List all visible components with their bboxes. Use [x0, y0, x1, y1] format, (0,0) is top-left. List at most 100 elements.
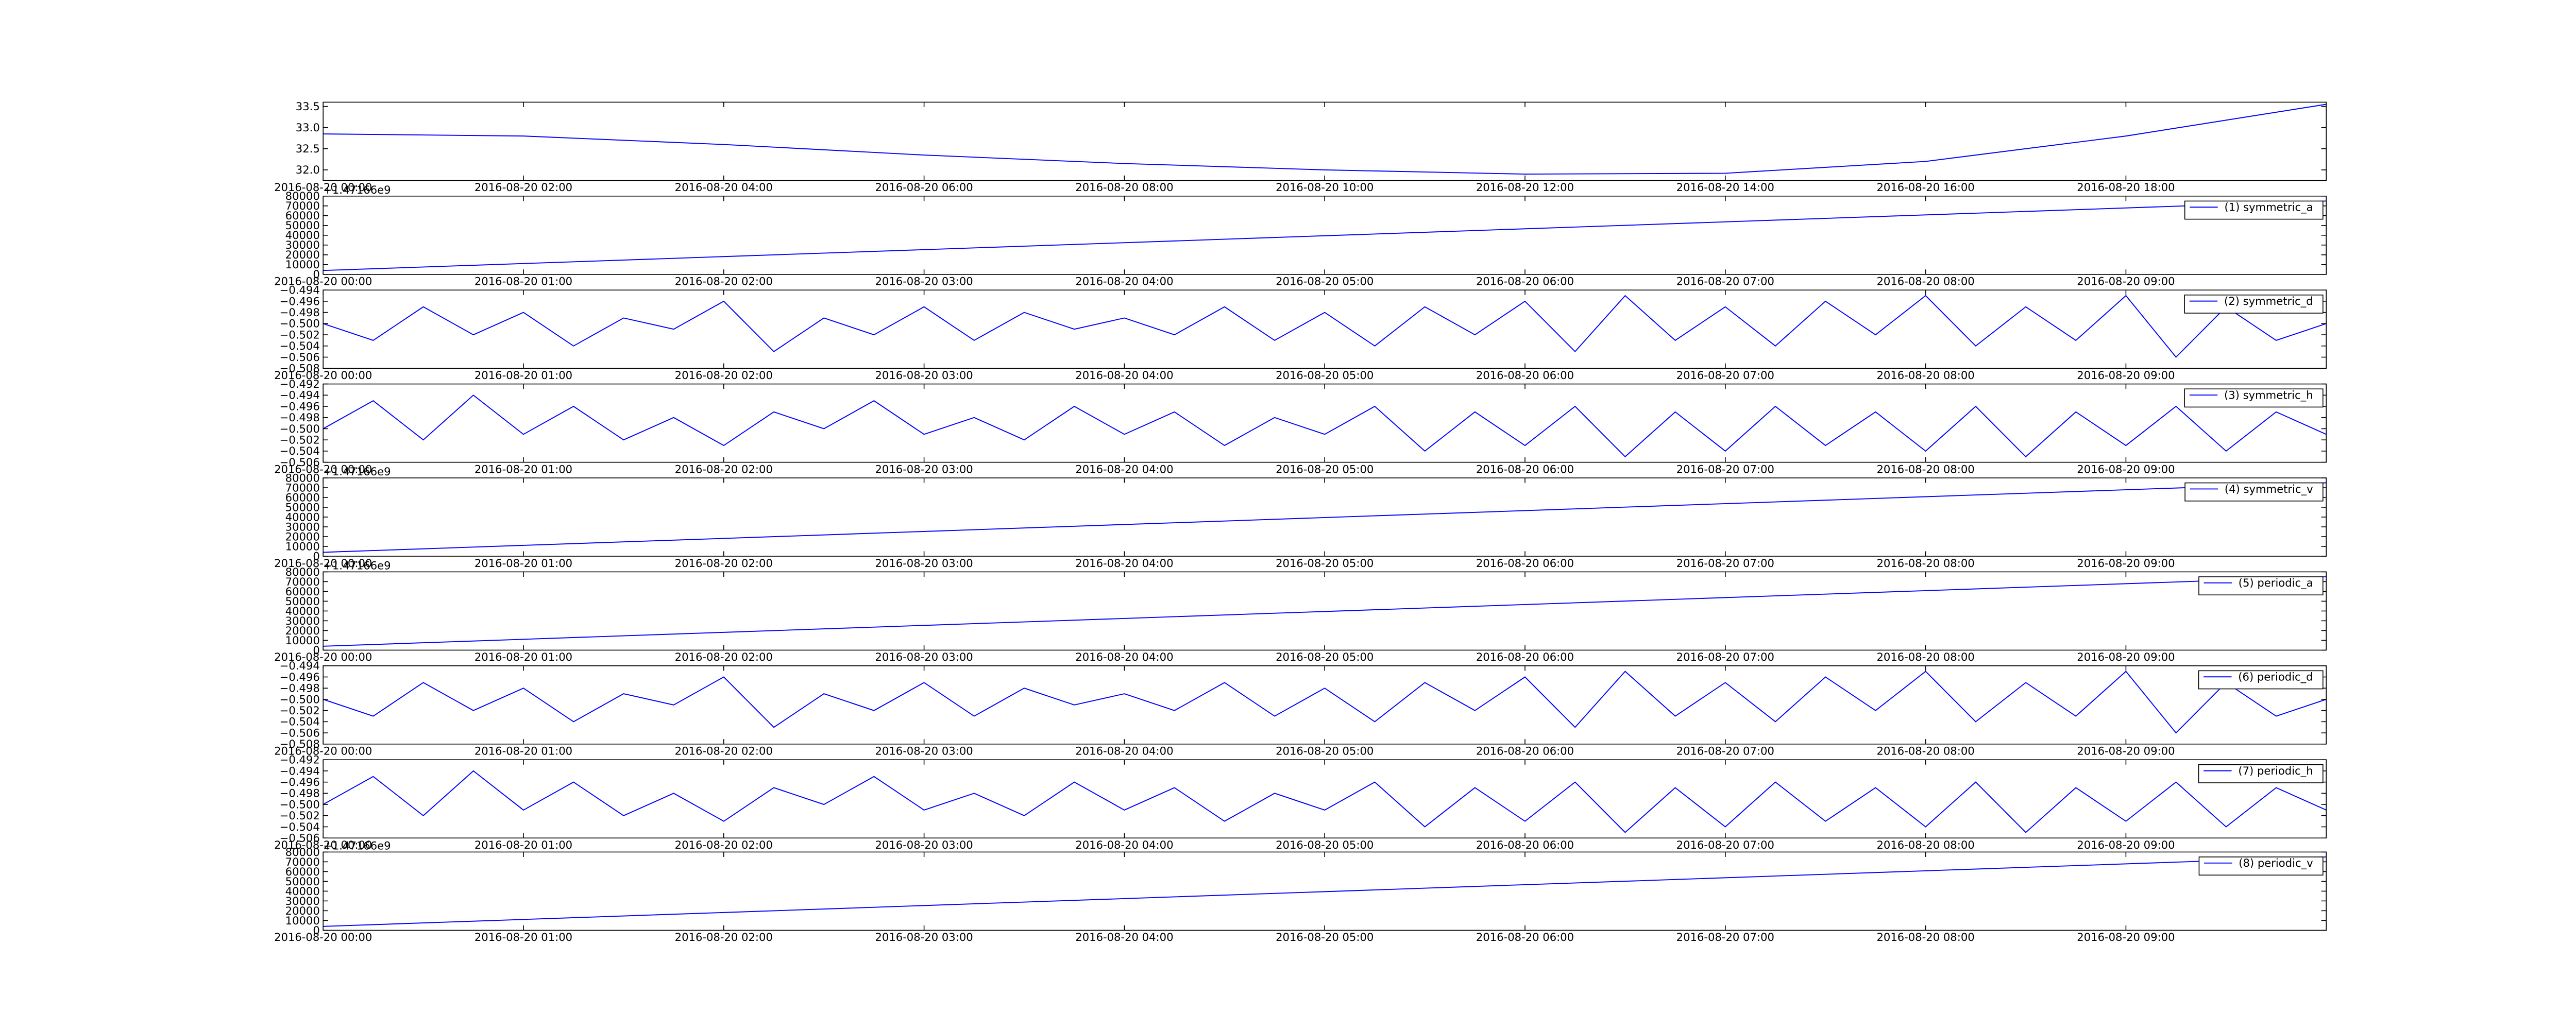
- axes-frame: [323, 101, 2327, 181]
- y-tick-label: −0.504: [280, 820, 320, 833]
- y-tick-label: −0.494: [280, 389, 320, 402]
- y-tick-label: 50000: [285, 875, 320, 888]
- legend-label: (3) symmetric_h: [2224, 388, 2313, 402]
- y-tick-label: 20000: [285, 624, 320, 637]
- x-tick-label: 2016-08-20 05:00: [1276, 838, 1374, 851]
- x-tick-label: 2016-08-20 04:00: [675, 181, 773, 194]
- y-tick-label: 30000: [285, 520, 320, 533]
- data-line: [323, 482, 2327, 553]
- y-tick-label: −0.502: [280, 704, 320, 717]
- x-tick-label: 2016-08-20 00:00: [274, 650, 372, 663]
- legend-box: [2184, 200, 2324, 220]
- x-tick-label: 2016-08-20 06:00: [1476, 369, 1574, 382]
- y-tick-label: 50000: [285, 219, 320, 232]
- x-tick-label: 2016-08-20 08:00: [1876, 462, 1974, 475]
- y-tick-label: −0.502: [280, 809, 320, 822]
- y-tick-label: 20000: [285, 530, 320, 543]
- x-tick-label: 2016-08-20 03:00: [875, 650, 973, 663]
- x-tick-label: 2016-08-20 07:00: [1676, 838, 1774, 851]
- x-tick-label: 2016-08-20 00:00: [274, 745, 372, 758]
- y-tick-label: −0.498: [280, 306, 320, 319]
- x-tick-label: 2016-08-20 05:00: [1276, 462, 1374, 475]
- y-tick-label: 33.0: [296, 121, 320, 134]
- x-tick-label: 2016-08-20 08:00: [1075, 181, 1173, 194]
- x-tick-label: 2016-08-20 00:00: [274, 181, 372, 194]
- x-tick-label: 2016-08-20 09:00: [2077, 462, 2175, 475]
- x-tick-label: 2016-08-20 09:00: [2077, 745, 2175, 758]
- x-tick-label: 2016-08-20 05:00: [1276, 745, 1374, 758]
- x-tick-label: 2016-08-20 03:00: [875, 838, 973, 851]
- x-tick-label: 2016-08-20 07:00: [1676, 931, 1774, 943]
- y-tick-label: −0.492: [280, 377, 320, 390]
- y-tick-label: −0.508: [280, 737, 320, 750]
- x-tick-label: 2016-08-20 00:00: [274, 462, 372, 475]
- x-tick-label: 2016-08-20 01:00: [474, 745, 572, 758]
- x-tick-label: 2016-08-20 10:00: [1276, 181, 1374, 194]
- y-tick-label: 60000: [285, 209, 320, 222]
- y-tick-label: 40000: [285, 605, 320, 617]
- y-tick-label: 0: [313, 924, 319, 937]
- x-tick-label: 2016-08-20 02:00: [675, 650, 773, 663]
- x-tick-label: 2016-08-20 01:00: [474, 369, 572, 382]
- y-tick-label: 60000: [285, 491, 320, 504]
- x-tick-label: 2016-08-20 05:00: [1276, 557, 1374, 570]
- legend-box: [2198, 764, 2324, 783]
- x-tick-label: 2016-08-20 08:00: [1876, 557, 1974, 570]
- y-tick-label: −0.492: [280, 753, 320, 766]
- x-tick-label: 2016-08-20 05:00: [1276, 369, 1374, 382]
- data-line: [323, 394, 2327, 458]
- x-tick-label: 2016-08-20 08:00: [1876, 931, 1974, 943]
- y-tick-label: 30000: [285, 895, 320, 907]
- offset-label: +1.47166e9: [323, 839, 391, 852]
- x-tick-label: 2016-08-20 07:00: [1676, 650, 1774, 663]
- x-tick-label: 2016-08-20 03:00: [875, 745, 973, 758]
- x-tick-label: 2016-08-20 07:00: [1676, 557, 1774, 570]
- x-tick-label: 2016-08-20 01:00: [474, 462, 572, 475]
- x-tick-label: 2016-08-20 01:00: [474, 557, 572, 570]
- x-tick-label: 2016-08-20 07:00: [1676, 462, 1774, 475]
- x-tick-label: 2016-08-20 00:00: [274, 557, 372, 570]
- y-tick-label: 30000: [285, 238, 320, 251]
- x-tick-label: 2016-08-20 02:00: [675, 275, 773, 288]
- x-tick-label: 2016-08-20 03:00: [875, 462, 973, 475]
- x-tick-label: 2016-08-20 05:00: [1276, 650, 1374, 663]
- x-tick-label: 2016-08-20 02:00: [675, 745, 773, 758]
- x-tick-label: 2016-08-20 02:00: [474, 181, 572, 194]
- x-tick-label: 2016-08-20 05:00: [1276, 931, 1374, 943]
- y-tick-label: −0.496: [280, 776, 320, 788]
- x-tick-label: 2016-08-20 00:00: [274, 369, 372, 382]
- subplot: 0100002000030000400005000060000700008000…: [274, 839, 2327, 943]
- y-tick-label: −0.502: [280, 328, 320, 341]
- y-tick-label: −0.500: [280, 422, 320, 435]
- y-tick-label: 40000: [285, 510, 320, 523]
- x-tick-label: 2016-08-20 04:00: [1075, 838, 1173, 851]
- legend-box: [2198, 576, 2324, 596]
- x-tick-label: 2016-08-20 00:00: [274, 275, 372, 288]
- y-tick-label: −0.504: [280, 339, 320, 352]
- y-tick-label: 10000: [285, 914, 320, 927]
- x-tick-label: 2016-08-20 04:00: [1075, 557, 1173, 570]
- legend-label: (2) symmetric_d: [2224, 295, 2313, 308]
- y-tick-label: 33.5: [296, 100, 320, 113]
- x-tick-label: 2016-08-20 09:00: [2077, 838, 2175, 851]
- subplot: 0100002000030000400005000060000700008000…: [274, 465, 2327, 570]
- x-tick-label: 2016-08-20 02:00: [675, 931, 773, 943]
- axes-frame: [323, 759, 2327, 838]
- legend-box: [2184, 388, 2324, 408]
- data-line: [323, 576, 2327, 647]
- x-tick-label: 2016-08-20 09:00: [2077, 557, 2175, 570]
- x-tick-label: 2016-08-20 18:00: [2077, 181, 2175, 194]
- x-tick-label: 2016-08-20 02:00: [675, 838, 773, 851]
- legend: (8) periodic_v: [2198, 856, 2324, 876]
- y-tick-label: 40000: [285, 229, 320, 242]
- legend-box: [2198, 670, 2324, 690]
- offset-label: +1.47166e9: [323, 465, 391, 478]
- x-tick-label: 2016-08-20 06:00: [1476, 745, 1574, 758]
- legend: (2) symmetric_d: [2184, 295, 2324, 314]
- x-tick-label: 2016-08-20 02:00: [675, 462, 773, 475]
- x-tick-label: 2016-08-20 06:00: [1476, 931, 1574, 943]
- y-tick-label: −0.500: [280, 798, 320, 811]
- data-line: [323, 200, 2327, 271]
- x-tick-label: 2016-08-20 07:00: [1676, 745, 1774, 758]
